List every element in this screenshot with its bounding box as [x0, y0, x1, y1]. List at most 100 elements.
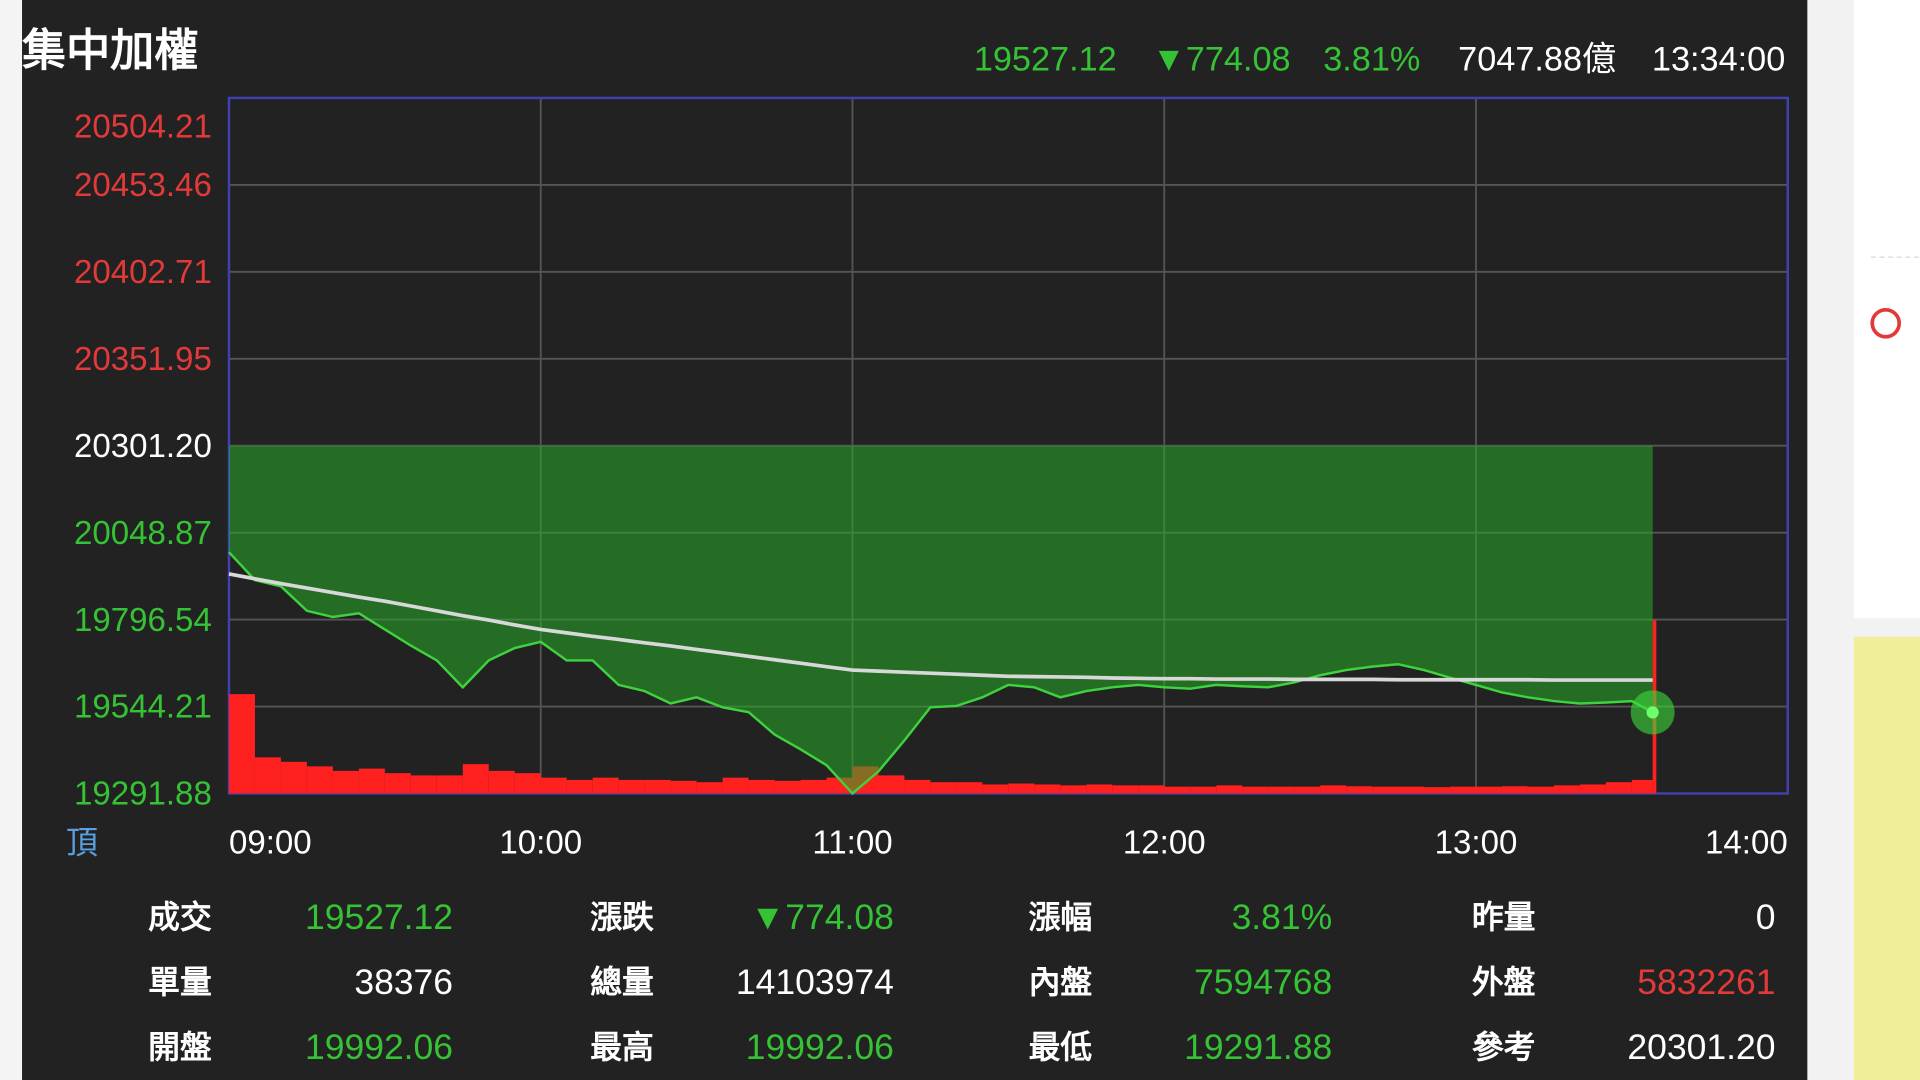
current-point	[1646, 706, 1659, 719]
corner-label: 頂	[66, 824, 98, 860]
volume-bar	[1242, 786, 1269, 794]
volume-bar	[1476, 786, 1502, 794]
x-tick-label: 11:00	[812, 825, 892, 862]
volume-bar	[1190, 786, 1217, 794]
stat-label: 最低	[1029, 1029, 1093, 1065]
volume-bar	[982, 784, 1009, 794]
volume-bar	[774, 780, 801, 794]
volume-bar	[1268, 786, 1295, 794]
average-line	[228, 572, 1653, 682]
quote-item: 3.81%	[1323, 40, 1420, 78]
volume-bar	[1527, 786, 1554, 794]
volume-bar	[1138, 785, 1165, 794]
stat-label: 開盤	[148, 1029, 212, 1065]
stat-value: ▼774.08	[750, 897, 894, 937]
volume-bar	[1320, 785, 1347, 794]
y-tick-label: 20402.71	[74, 254, 212, 291]
chart-title: 集中加權	[22, 27, 198, 76]
x-tick-label: 12:00	[1123, 825, 1206, 862]
stat-value: 19992.06	[746, 1027, 894, 1067]
stat-value: 19527.12	[305, 897, 453, 937]
volume-bar	[878, 775, 905, 794]
stat-value: 14103974	[736, 962, 894, 1002]
volume-bar	[1008, 783, 1035, 794]
volume-bar	[1398, 786, 1425, 794]
stat-value: 19992.06	[305, 1027, 453, 1067]
stat-label: 成交	[148, 899, 212, 935]
stat-value: 5832261	[1637, 962, 1775, 1002]
volume-bar	[254, 757, 281, 794]
quote-item: 19527.12	[974, 40, 1117, 78]
volume-bar	[1164, 786, 1191, 794]
stat-value: 38376	[354, 962, 453, 1002]
quote-item: 7047.88億	[1458, 40, 1616, 78]
volume-bar	[540, 777, 567, 794]
volume-bar	[1086, 784, 1113, 794]
price-line	[228, 551, 1654, 796]
volume-bar	[462, 764, 489, 794]
quote-item: 13:34:00	[1652, 40, 1785, 78]
volume-bar	[1372, 786, 1399, 794]
stat-label: 昨量	[1472, 899, 1536, 935]
volume-bar	[1424, 787, 1451, 794]
volume-bar	[1553, 785, 1580, 794]
volume-bar	[1034, 784, 1061, 794]
volume-bar	[1294, 786, 1321, 794]
volume-bar	[1631, 779, 1653, 794]
stat-value: 20301.20	[1627, 1027, 1775, 1067]
volume-bar	[1060, 785, 1087, 794]
y-tick-label: 20504.21	[74, 108, 212, 145]
stat-value: 0	[1756, 897, 1776, 937]
x-tick-label: 14:00	[1705, 825, 1788, 862]
y-tick-label: 20048.87	[74, 515, 212, 552]
y-tick-label: 19544.21	[74, 689, 212, 726]
stat-value: 19291.88	[1184, 1027, 1332, 1067]
volume-bar	[592, 777, 619, 794]
volume-bar	[644, 779, 671, 794]
volume-bar	[280, 761, 307, 794]
volume-bar	[618, 779, 645, 794]
volume-bar	[1216, 785, 1243, 794]
quote-item: ▼774.08	[1152, 40, 1291, 78]
stat-label: 最高	[590, 1029, 654, 1065]
volume-bar	[384, 773, 411, 794]
volume-bar	[956, 782, 983, 794]
volume-bar	[748, 779, 775, 794]
volume-bar	[228, 694, 255, 794]
volume-bar	[332, 770, 359, 794]
stat-label: 漲幅	[1029, 899, 1093, 935]
stat-label: 參考	[1472, 1029, 1536, 1065]
volume-bar	[410, 775, 437, 794]
volume-bar	[696, 782, 723, 794]
volume-bar	[800, 779, 827, 794]
volume-bar	[1112, 785, 1139, 794]
volume-bar	[1579, 784, 1606, 794]
volume-bar	[566, 779, 593, 794]
volume-bar	[1605, 782, 1632, 794]
x-tick-label: 09:00	[229, 825, 312, 862]
side-map	[1853, 636, 1920, 1080]
x-tick-label: 13:00	[1435, 825, 1518, 862]
volume-bar	[1346, 786, 1373, 794]
stat-label: 內盤	[1029, 964, 1093, 1000]
y-tick-label: 19796.54	[74, 602, 212, 639]
volume-bar	[1501, 786, 1528, 794]
volume-bar	[722, 777, 749, 794]
price-area	[228, 445, 1653, 794]
y-tick-label: 19291.88	[74, 776, 212, 813]
volume-bar	[904, 779, 931, 794]
volume-bar	[670, 780, 697, 794]
stat-value: 7594768	[1194, 962, 1332, 1002]
volume-bar	[930, 782, 957, 794]
volume-bar	[306, 766, 333, 794]
y-tick-label: 20351.95	[74, 341, 212, 378]
stat-label: 漲跌	[590, 899, 654, 935]
stat-label: 外盤	[1472, 964, 1536, 1000]
stat-label: 總量	[590, 964, 654, 1000]
x-tick-label: 10:00	[499, 825, 582, 862]
volume-bar	[514, 773, 541, 794]
volume-bar	[488, 770, 515, 794]
volume-bar	[436, 775, 463, 794]
volume-bar	[1450, 786, 1476, 794]
